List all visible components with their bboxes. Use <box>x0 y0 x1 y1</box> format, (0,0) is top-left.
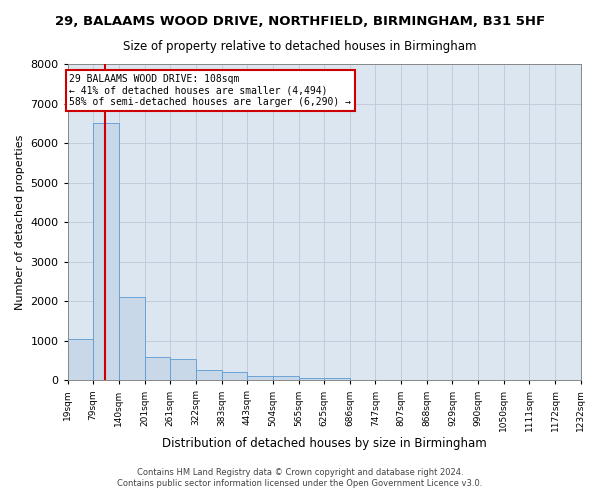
Bar <box>324 378 350 380</box>
Text: 29, BALAAMS WOOD DRIVE, NORTHFIELD, BIRMINGHAM, B31 5HF: 29, BALAAMS WOOD DRIVE, NORTHFIELD, BIRM… <box>55 15 545 28</box>
Text: 29 BALAAMS WOOD DRIVE: 108sqm
← 41% of detached houses are smaller (4,494)
58% o: 29 BALAAMS WOOD DRIVE: 108sqm ← 41% of d… <box>70 74 352 107</box>
Bar <box>170 358 196 380</box>
Bar <box>93 124 119 380</box>
Bar <box>119 298 145 380</box>
X-axis label: Distribution of detached houses by size in Birmingham: Distribution of detached houses by size … <box>162 437 487 450</box>
Text: Contains HM Land Registry data © Crown copyright and database right 2024.
Contai: Contains HM Land Registry data © Crown c… <box>118 468 482 487</box>
Bar <box>68 339 93 380</box>
Bar <box>299 378 324 380</box>
Bar <box>221 372 247 380</box>
Bar <box>196 370 221 380</box>
Bar <box>145 356 170 380</box>
Text: Size of property relative to detached houses in Birmingham: Size of property relative to detached ho… <box>123 40 477 53</box>
Bar <box>273 376 299 380</box>
Bar <box>247 376 273 380</box>
Y-axis label: Number of detached properties: Number of detached properties <box>15 134 25 310</box>
